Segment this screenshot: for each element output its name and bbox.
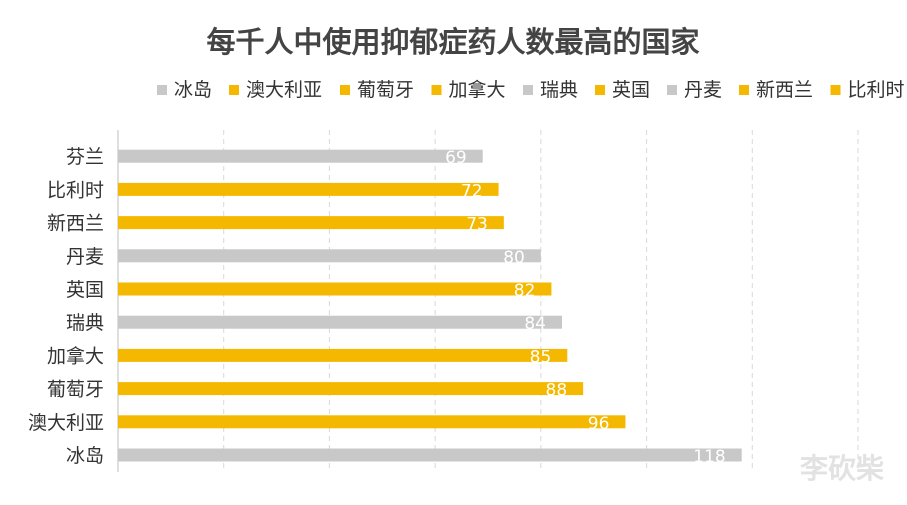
bar	[118, 249, 541, 263]
bar	[118, 415, 626, 429]
legend-entry: 葡萄牙	[340, 79, 414, 101]
watermark: 李砍柴	[800, 452, 884, 485]
bar	[118, 216, 504, 230]
legend-label: 葡萄牙	[357, 79, 414, 101]
legend-entry: 冰岛	[157, 79, 212, 101]
category-label: 比利时	[47, 179, 104, 201]
bar	[118, 315, 562, 329]
legend-swatch	[431, 85, 442, 95]
bar	[118, 348, 568, 362]
legend-swatch	[340, 85, 350, 95]
value-label: 88	[546, 381, 568, 401]
category-label: 瑞典	[66, 312, 104, 334]
category-label: 新西兰	[47, 213, 104, 235]
legend-swatch	[739, 85, 749, 95]
bar	[118, 149, 483, 163]
legend-entry: 澳大利亚	[229, 79, 322, 101]
value-label: 69	[445, 148, 467, 168]
legend-entry: 英国	[595, 79, 650, 101]
value-labels: 118 96 88 85 84 82 80 73 72 69	[445, 148, 726, 467]
bar	[118, 382, 584, 396]
value-label: 118	[693, 447, 725, 467]
legend-entry: 瑞典	[523, 79, 578, 101]
category-label: 葡萄牙	[47, 379, 104, 401]
legend-swatch	[229, 85, 239, 95]
bar	[118, 282, 552, 296]
legend-label: 新西兰	[756, 79, 813, 101]
legend-swatch	[523, 85, 533, 95]
chart-title: 每千人中使用抑郁症药人数最高的国家	[206, 25, 699, 59]
legend-entry: 新西兰	[739, 79, 813, 101]
category-label: 芬兰	[66, 146, 104, 168]
legend: 冰岛 澳大利亚 葡萄牙 加拿大 瑞典 英国 丹麦 新西兰 比利时	[157, 78, 905, 101]
legend-entry: 比利时	[830, 79, 905, 101]
legend-entry: 丹麦	[667, 79, 722, 101]
category-labels: 冰岛 澳大利亚 葡萄牙 加拿大 瑞典 英国 丹麦 新西兰 比利时 芬兰	[28, 146, 104, 467]
legend-label: 丹麦	[684, 79, 722, 101]
category-label: 加拿大	[47, 344, 104, 367]
bars	[118, 149, 742, 462]
legend-swatch	[595, 85, 605, 95]
category-label: 丹麦	[66, 246, 104, 268]
legend-label: 冰岛	[174, 79, 212, 101]
legend-swatch	[667, 85, 677, 95]
legend-label: 澳大利亚	[246, 79, 322, 101]
category-label: 冰岛	[66, 445, 104, 467]
category-label: 英国	[66, 279, 104, 301]
legend-label: 英国	[612, 79, 650, 101]
value-label: 96	[588, 414, 610, 434]
legend-swatch	[830, 85, 841, 95]
legend-label: 瑞典	[540, 79, 578, 101]
bar	[118, 182, 499, 196]
legend-swatch	[157, 85, 167, 95]
category-label: 澳大利亚	[28, 412, 104, 434]
value-label: 80	[503, 248, 525, 268]
bar	[118, 448, 742, 462]
legend-label: 加拿大	[449, 78, 506, 101]
value-label: 84	[524, 314, 546, 334]
value-label: 73	[466, 215, 488, 235]
legend-label: 比利时	[848, 79, 905, 101]
value-label: 82	[514, 281, 536, 301]
value-label: 72	[461, 181, 483, 201]
value-label: 85	[530, 347, 552, 367]
legend-entry: 加拿大	[431, 78, 506, 101]
